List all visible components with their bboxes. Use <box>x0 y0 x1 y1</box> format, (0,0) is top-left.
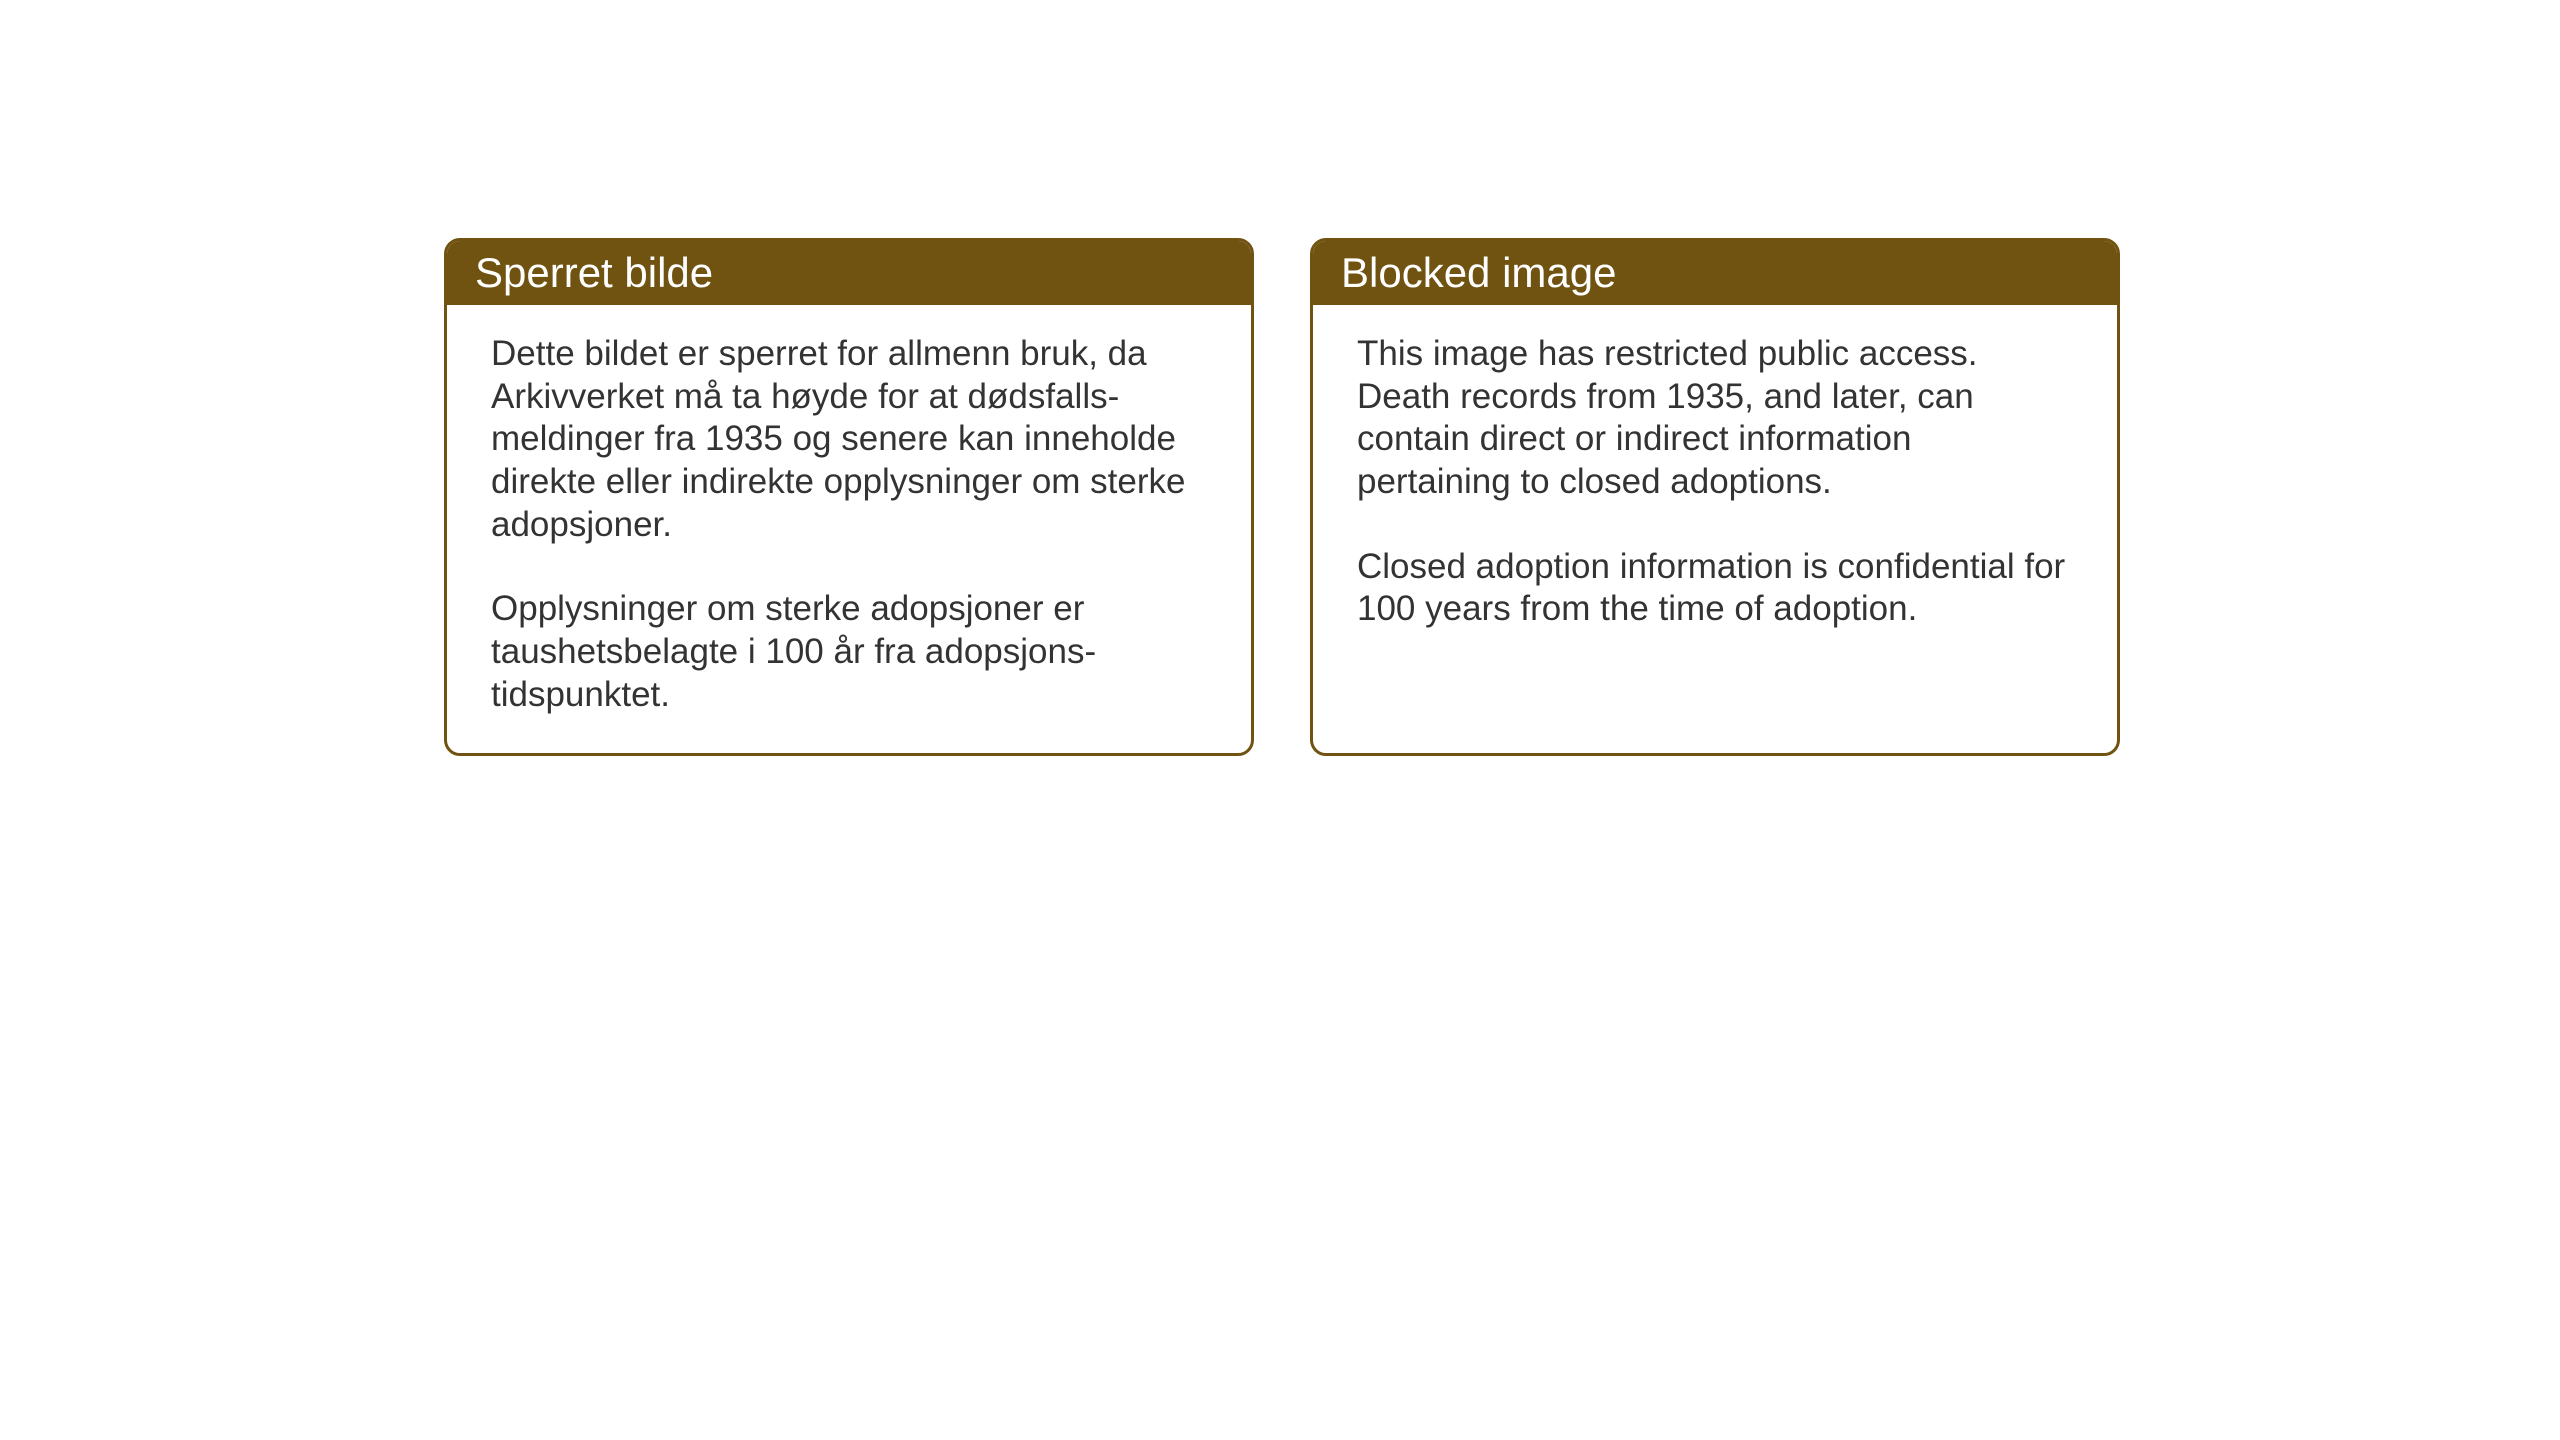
card-paragraph-english-2: Closed adoption information is confident… <box>1357 546 2073 631</box>
card-header-norwegian: Sperret bilde <box>447 241 1251 305</box>
notice-container: Sperret bilde Dette bildet er sperret fo… <box>444 238 2120 756</box>
card-title-english: Blocked image <box>1341 249 1616 296</box>
card-header-english: Blocked image <box>1313 241 2117 305</box>
card-paragraph-norwegian-1: Dette bildet er sperret for allmenn bruk… <box>491 333 1207 546</box>
card-title-norwegian: Sperret bilde <box>475 249 713 296</box>
notice-card-english: Blocked image This image has restricted … <box>1310 238 2120 756</box>
card-body-english: This image has restricted public access.… <box>1313 305 2117 667</box>
card-body-norwegian: Dette bildet er sperret for allmenn bruk… <box>447 305 1251 753</box>
card-paragraph-norwegian-2: Opplysninger om sterke adopsjoner er tau… <box>491 588 1207 716</box>
notice-card-norwegian: Sperret bilde Dette bildet er sperret fo… <box>444 238 1254 756</box>
card-paragraph-english-1: This image has restricted public access.… <box>1357 333 2073 504</box>
